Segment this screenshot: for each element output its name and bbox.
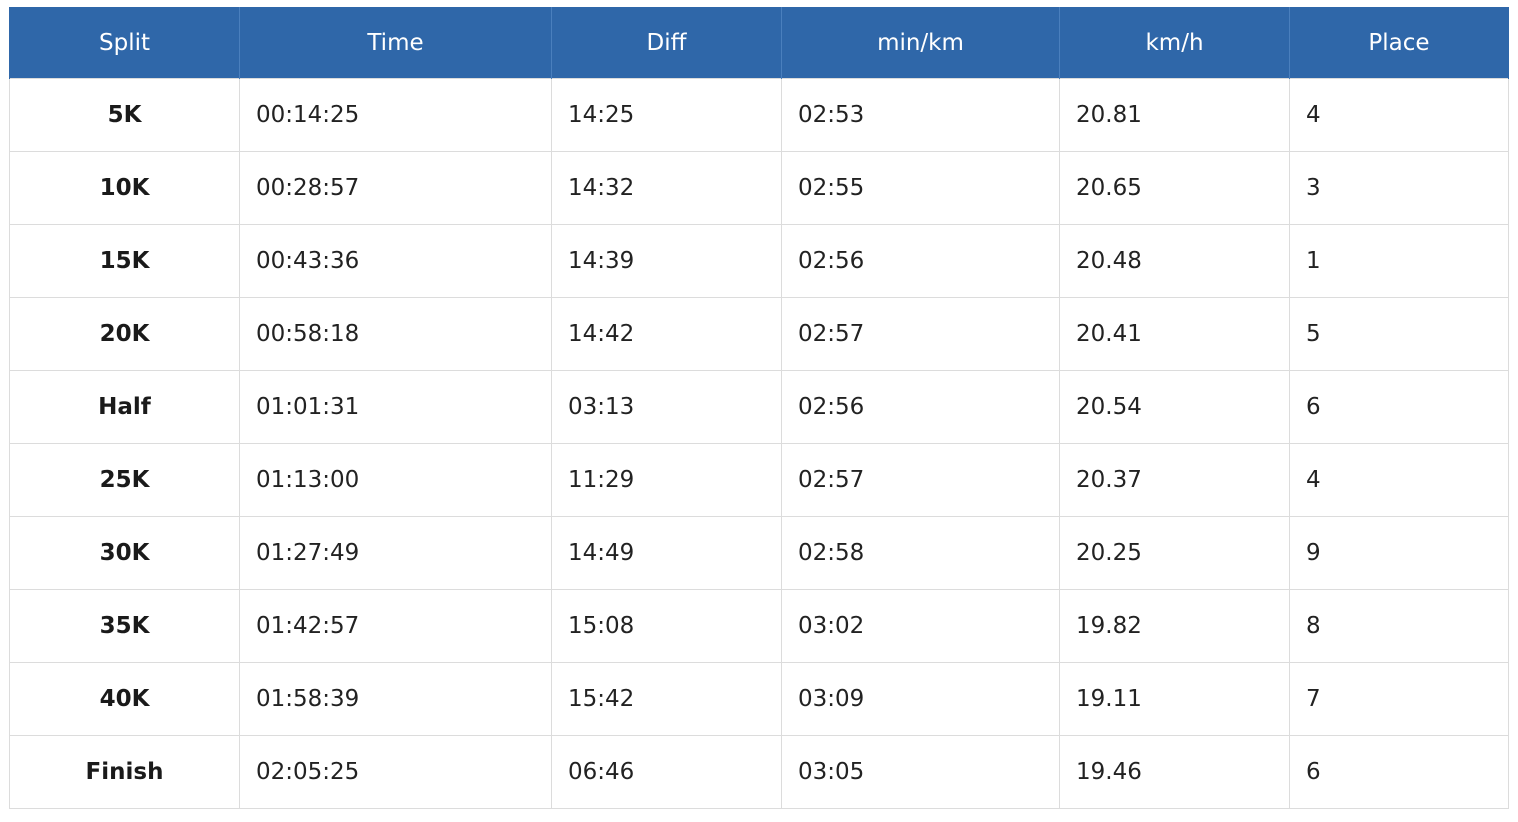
split-cell: Finish <box>9 735 240 809</box>
time-cell: 00:58:18 <box>239 297 552 371</box>
column-header-diff: Diff <box>551 7 782 79</box>
column-header-time: Time <box>239 7 552 79</box>
time-cell: 00:14:25 <box>239 78 552 152</box>
speed-cell: 20.81 <box>1059 78 1290 152</box>
pace-cell: 02:57 <box>781 297 1060 371</box>
diff-cell: 14:25 <box>551 78 782 152</box>
pace-cell: 02:53 <box>781 78 1060 152</box>
split-cell: Half <box>9 370 240 444</box>
time-cell: 01:01:31 <box>239 370 552 444</box>
place-cell: 6 <box>1289 735 1509 809</box>
diff-cell: 14:49 <box>551 516 782 590</box>
diff-cell: 14:42 <box>551 297 782 371</box>
speed-cell: 19.11 <box>1059 662 1290 736</box>
split-cell: 20K <box>9 297 240 371</box>
table-row: 25K 01:13:00 11:29 02:57 20.37 4 <box>9 443 1509 517</box>
place-cell: 5 <box>1289 297 1509 371</box>
speed-cell: 20.37 <box>1059 443 1290 517</box>
speed-cell: 20.65 <box>1059 151 1290 225</box>
speed-cell: 20.41 <box>1059 297 1290 371</box>
place-cell: 3 <box>1289 151 1509 225</box>
place-cell: 4 <box>1289 443 1509 517</box>
table-row: 40K 01:58:39 15:42 03:09 19.11 7 <box>9 662 1509 736</box>
column-header-place: Place <box>1289 7 1509 79</box>
diff-cell: 15:42 <box>551 662 782 736</box>
pace-cell: 02:56 <box>781 370 1060 444</box>
pace-cell: 03:09 <box>781 662 1060 736</box>
speed-cell: 20.48 <box>1059 224 1290 298</box>
diff-cell: 15:08 <box>551 589 782 663</box>
time-cell: 02:05:25 <box>239 735 552 809</box>
split-cell: 15K <box>9 224 240 298</box>
splits-table-container: Split Time Diff min/km km/h Place 5K 00:… <box>9 7 1509 809</box>
place-cell: 7 <box>1289 662 1509 736</box>
speed-cell: 20.54 <box>1059 370 1290 444</box>
table-row: 5K 00:14:25 14:25 02:53 20.81 4 <box>9 78 1509 152</box>
place-cell: 9 <box>1289 516 1509 590</box>
column-header-speed: km/h <box>1059 7 1290 79</box>
split-cell: 25K <box>9 443 240 517</box>
diff-cell: 14:32 <box>551 151 782 225</box>
speed-cell: 19.46 <box>1059 735 1290 809</box>
diff-cell: 14:39 <box>551 224 782 298</box>
column-header-pace: min/km <box>781 7 1060 79</box>
place-cell: 6 <box>1289 370 1509 444</box>
time-cell: 00:28:57 <box>239 151 552 225</box>
speed-cell: 20.25 <box>1059 516 1290 590</box>
split-cell: 40K <box>9 662 240 736</box>
split-cell: 30K <box>9 516 240 590</box>
table-row: 30K 01:27:49 14:49 02:58 20.25 9 <box>9 516 1509 590</box>
time-cell: 01:27:49 <box>239 516 552 590</box>
table-row: 15K 00:43:36 14:39 02:56 20.48 1 <box>9 224 1509 298</box>
split-cell: 10K <box>9 151 240 225</box>
split-cell: 5K <box>9 78 240 152</box>
splits-table: Split Time Diff min/km km/h Place 5K 00:… <box>9 7 1509 809</box>
pace-cell: 02:56 <box>781 224 1060 298</box>
column-header-split: Split <box>9 7 240 79</box>
time-cell: 01:58:39 <box>239 662 552 736</box>
speed-cell: 19.82 <box>1059 589 1290 663</box>
diff-cell: 03:13 <box>551 370 782 444</box>
pace-cell: 02:55 <box>781 151 1060 225</box>
split-cell: 35K <box>9 589 240 663</box>
table-row: 20K 00:58:18 14:42 02:57 20.41 5 <box>9 297 1509 371</box>
table-header: Split Time Diff min/km km/h Place <box>9 7 1509 79</box>
table-row: Half 01:01:31 03:13 02:56 20.54 6 <box>9 370 1509 444</box>
time-cell: 00:43:36 <box>239 224 552 298</box>
place-cell: 4 <box>1289 78 1509 152</box>
time-cell: 01:42:57 <box>239 589 552 663</box>
table-row: 10K 00:28:57 14:32 02:55 20.65 3 <box>9 151 1509 225</box>
table-body: 5K 00:14:25 14:25 02:53 20.81 4 10K 00:2… <box>9 78 1509 809</box>
pace-cell: 03:02 <box>781 589 1060 663</box>
place-cell: 8 <box>1289 589 1509 663</box>
time-cell: 01:13:00 <box>239 443 552 517</box>
pace-cell: 03:05 <box>781 735 1060 809</box>
pace-cell: 02:57 <box>781 443 1060 517</box>
diff-cell: 11:29 <box>551 443 782 517</box>
diff-cell: 06:46 <box>551 735 782 809</box>
table-row: 35K 01:42:57 15:08 03:02 19.82 8 <box>9 589 1509 663</box>
place-cell: 1 <box>1289 224 1509 298</box>
table-row: Finish 02:05:25 06:46 03:05 19.46 6 <box>9 735 1509 809</box>
pace-cell: 02:58 <box>781 516 1060 590</box>
header-row: Split Time Diff min/km km/h Place <box>9 7 1509 79</box>
